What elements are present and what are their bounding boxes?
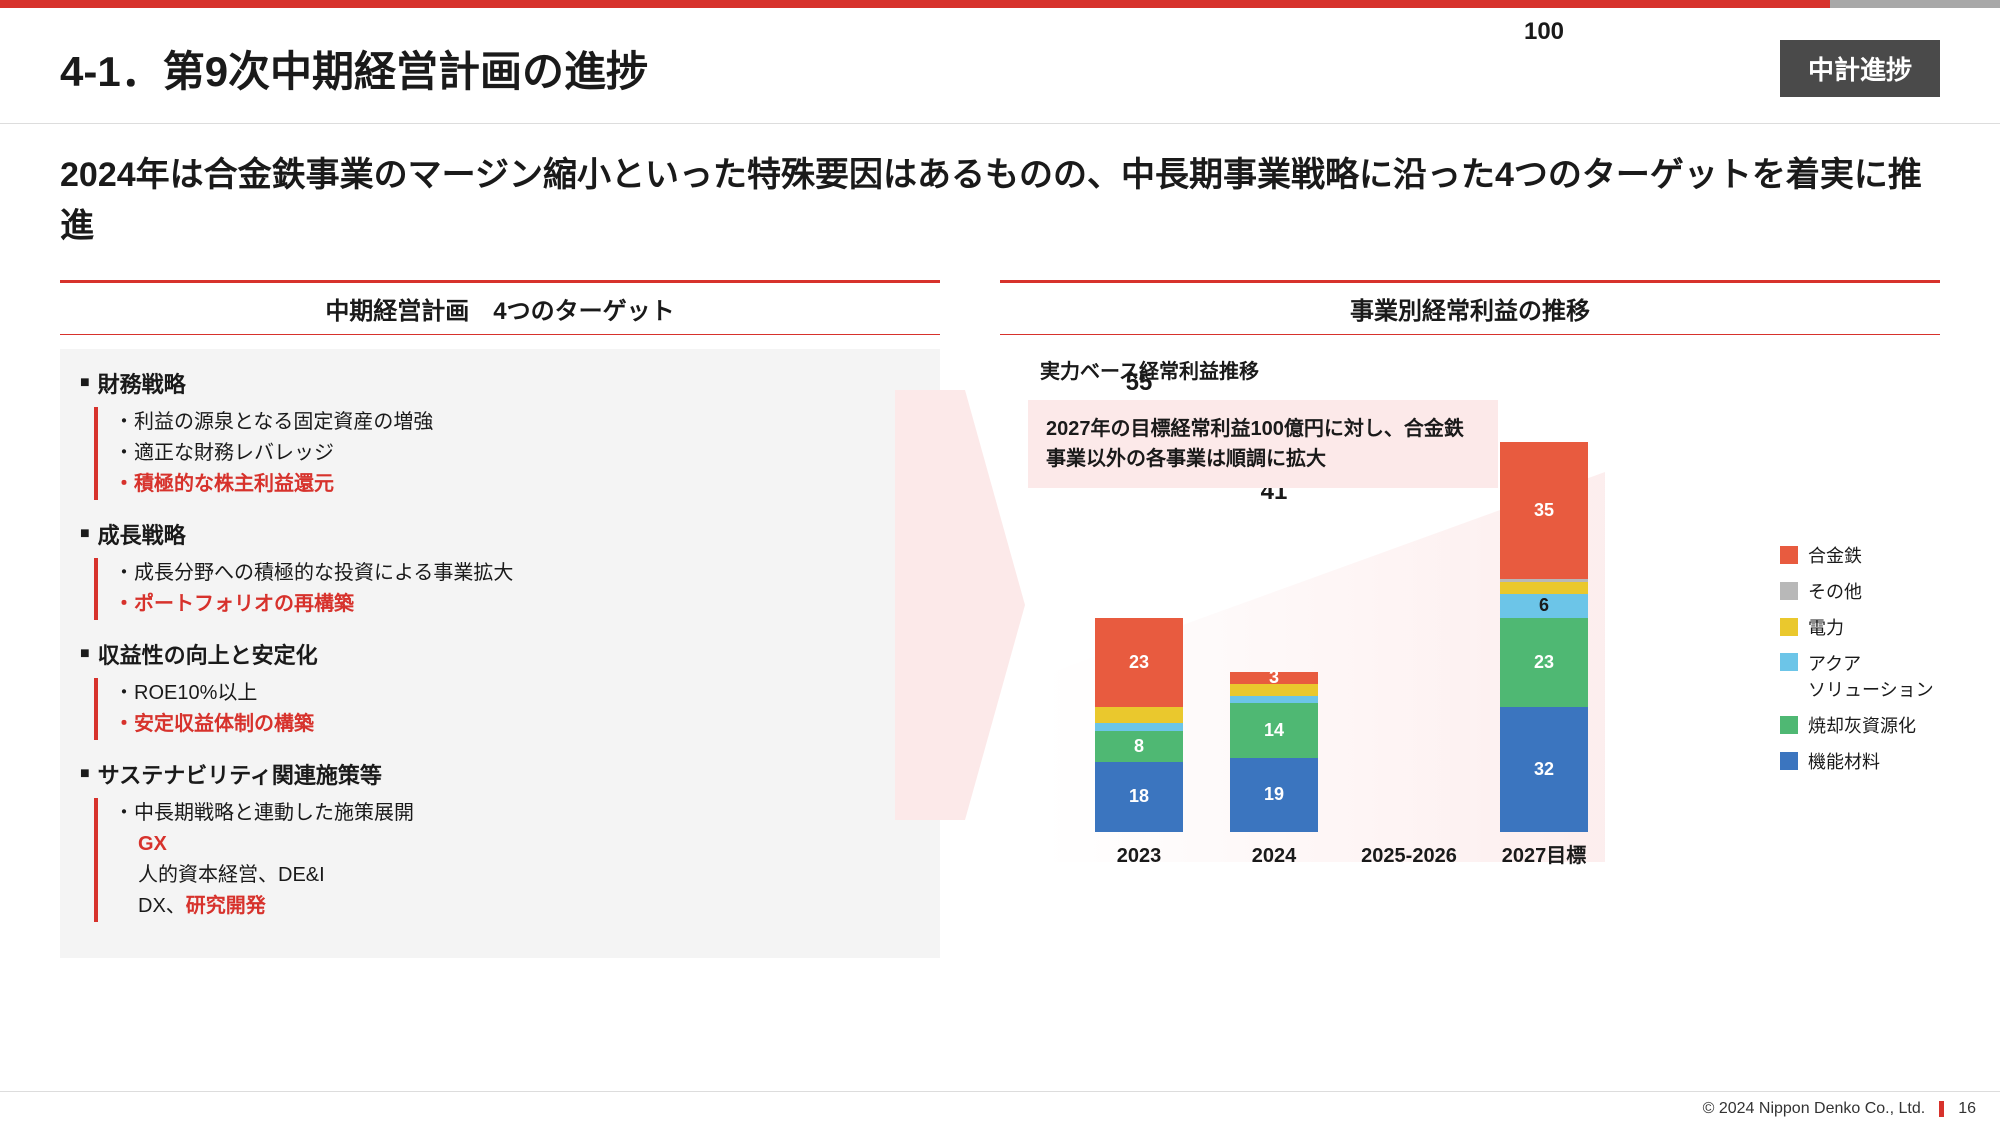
list-item: 利益の源泉となる固定資産の増強 — [114, 407, 920, 438]
target-heading-3: 収益性の向上と安定化 — [80, 638, 920, 670]
x-axis-label: 2023 — [1074, 845, 1204, 868]
x-axis-label: 2027目標 — [1479, 839, 1609, 868]
bar-segment: 19 — [1230, 758, 1318, 832]
list-item-highlight: ポートフォリオの再構築 — [114, 589, 920, 620]
legend-swatch — [1780, 546, 1798, 564]
list-item: 成長分野への積極的な投資による事業拡大 — [114, 558, 920, 589]
legend-swatch — [1780, 716, 1798, 734]
x-axis-label: 2024 — [1209, 845, 1339, 868]
x-axis-label: 2025-2026 — [1344, 845, 1474, 868]
footer-accent-bar — [1939, 1101, 1944, 1117]
top-gray-bar — [1830, 0, 2000, 8]
targets-box: 財務戦略 利益の源泉となる固定資産の増強 適正な財務レバレッジ 積極的な株主利益… — [60, 349, 940, 958]
bar-group: 3223635100 — [1500, 442, 1588, 832]
list-item: 適正な財務レバレッジ — [114, 438, 920, 469]
list-sub-item: 人的資本経営、DE&I — [114, 860, 920, 891]
legend-swatch — [1780, 618, 1798, 636]
highlight-text: 研究開発 — [186, 895, 266, 917]
content: 中期経営計画 4つのターゲット 財務戦略 利益の源泉となる固定資産の増強 適正な… — [0, 262, 2000, 958]
target-list-4: 中長期戦略と連動した施策展開 GX 人的資本経営、DE&I DX、研究開発 — [94, 798, 920, 922]
highlight-text: GX — [138, 833, 167, 855]
legend-item: 機能材料 — [1780, 748, 1960, 774]
header: 4-1．第9次中期経営計画の進捗 中計進捗 — [0, 0, 2000, 123]
bar-segment: 23 — [1500, 618, 1588, 708]
bar-segment: 8 — [1095, 731, 1183, 762]
bar-segment — [1230, 696, 1318, 704]
page-title: 4-1．第9次中期経営計画の進捗 — [60, 38, 648, 99]
bar-segment: 23 — [1095, 618, 1183, 708]
bar-segment: 32 — [1500, 707, 1588, 832]
legend-label: 合金鉄 — [1808, 542, 1862, 568]
chart-callout: 2027年の目標経常利益100億円に対し、合金鉄事業以外の各事業は順調に拡大 — [1028, 400, 1498, 488]
legend-item: 焼却灰資源化 — [1780, 712, 1960, 738]
footer: © 2024 Nippon Denko Co., Ltd. 16 — [0, 1091, 2000, 1125]
bar-segment — [1230, 684, 1318, 696]
target-list-1: 利益の源泉となる固定資産の増強 適正な財務レバレッジ 積極的な株主利益還元 — [94, 407, 920, 500]
target-heading-4: サステナビリティ関連施策等 — [80, 758, 920, 790]
bar-segment — [1500, 582, 1588, 594]
status-badge: 中計進捗 — [1780, 40, 1940, 97]
legend-swatch — [1780, 582, 1798, 600]
list-item-highlight: 積極的な株主利益還元 — [114, 469, 920, 500]
legend-item: その他 — [1780, 578, 1960, 604]
target-heading-1: 財務戦略 — [80, 367, 920, 399]
left-section-title: 中期経営計画 4つのターゲット — [60, 280, 940, 335]
chart-area: 18823552023191434120242025-2026322363510… — [1040, 432, 1610, 862]
bar-segment: 35 — [1500, 442, 1588, 579]
bar-total-label: 55 — [1095, 369, 1183, 397]
legend-label: その他 — [1808, 578, 1862, 604]
left-column: 中期経営計画 4つのターゲット 財務戦略 利益の源泉となる固定資産の増強 適正な… — [60, 280, 940, 958]
list-item-highlight: 安定収益体制の構築 — [114, 709, 920, 740]
target-list-3: ROE10%以上 安定収益体制の構築 — [94, 678, 920, 740]
bar-total-label: 100 — [1500, 18, 1588, 46]
target-heading-2: 成長戦略 — [80, 518, 920, 550]
legend-item: 電力 — [1780, 614, 1960, 640]
legend-label: 電力 — [1808, 614, 1844, 640]
subtitle-area: 2024年は合金鉄事業のマージン縮小といった特殊要因はあるものの、中長期事業戦略… — [0, 124, 2000, 262]
legend-swatch — [1780, 752, 1798, 770]
right-column: 事業別経常利益の推移 実力ベース経常利益推移 2027年の目標経常利益100億円… — [1000, 280, 1940, 958]
legend-swatch — [1780, 653, 1798, 671]
bar-segment — [1095, 723, 1183, 731]
text: DX、 — [138, 895, 186, 917]
target-list-2: 成長分野への積極的な投資による事業拡大 ポートフォリオの再構築 — [94, 558, 920, 620]
list-sub-item: GX — [114, 829, 920, 860]
subtitle: 2024年は合金鉄事業のマージン縮小といった特殊要因はあるものの、中長期事業戦略… — [60, 150, 1940, 252]
bar-segment: 6 — [1500, 594, 1588, 617]
list-item: 中長期戦略と連動した施策展開 — [114, 798, 920, 829]
bar-segment: 18 — [1095, 762, 1183, 832]
copyright: © 2024 Nippon Denko Co., Ltd. — [1703, 1100, 1926, 1118]
chart-legend: 合金鉄 その他 電力 アクアソリューション 焼却灰資源化 機能材料 — [1780, 542, 1960, 784]
bar-segment: 3 — [1230, 672, 1318, 684]
legend-label: 焼却灰資源化 — [1808, 712, 1916, 738]
bar-segment — [1095, 707, 1183, 723]
top-red-bar — [0, 0, 2000, 8]
page-number: 16 — [1958, 1100, 1976, 1118]
legend-item: アクアソリューション — [1780, 650, 1960, 702]
legend-item: 合金鉄 — [1780, 542, 1960, 568]
legend-label: 機能材料 — [1808, 748, 1880, 774]
list-item: ROE10%以上 — [114, 678, 920, 709]
bar-group: 1914341 — [1230, 672, 1318, 832]
right-section-title: 事業別経常利益の推移 — [1000, 280, 1940, 335]
legend-label: アクアソリューション — [1808, 650, 1934, 702]
list-sub-item: DX、研究開発 — [114, 891, 920, 922]
bar-segment: 14 — [1230, 703, 1318, 758]
bar-group: 1882355 — [1095, 618, 1183, 832]
